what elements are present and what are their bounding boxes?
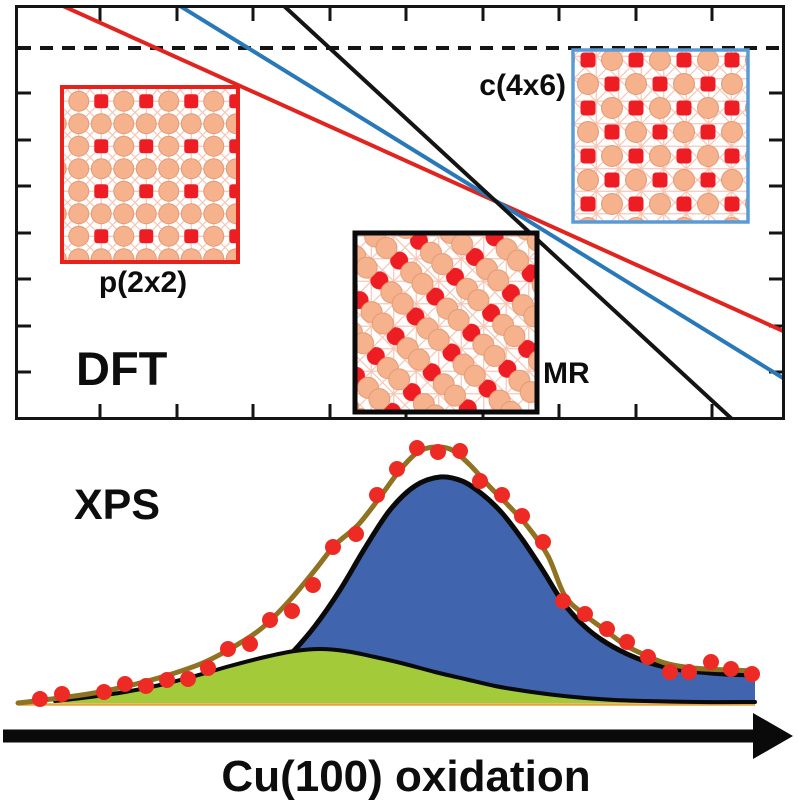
xps-data-point: [744, 666, 760, 682]
xps-blue-peak-fill: [240, 476, 755, 703]
xps-data-point: [159, 672, 175, 688]
oxidation-arrow: [3, 713, 793, 759]
xps-data-point: [138, 678, 154, 694]
dft-panel: p(2x2) MR c(4x6) DFT: [15, 5, 785, 420]
xps-data-point: [348, 526, 364, 542]
xps-data-point: [220, 641, 236, 657]
xps-blue-peak-outline: [237, 474, 758, 697]
xps-data-point: [535, 534, 551, 550]
xps-data-point: [117, 676, 133, 692]
xps-data-point: [369, 487, 385, 503]
xps-data-point: [555, 593, 571, 609]
xps-green-peak-outline: [53, 646, 757, 705]
inset-label-c4x6: c(4x6): [479, 69, 566, 102]
xps-data-point: [54, 686, 70, 702]
xps-panel-label: XPS: [74, 481, 160, 529]
dft-plot-frame: [15, 5, 785, 420]
inset-mr-structure: [352, 230, 540, 415]
xps-data-point: [494, 487, 510, 503]
xps-panel: [15, 440, 760, 707]
dft-stability-lines: [62, 8, 782, 418]
xps-data-point: [200, 660, 216, 676]
xps-data-point: [723, 661, 739, 677]
inset-label-p2x2: p(2x2): [99, 266, 187, 299]
xps-data-point: [619, 634, 635, 650]
xps-data-point: [409, 440, 425, 456]
xps-data-point: [577, 606, 593, 622]
axis-ticks: [18, 8, 782, 417]
xps-data-point: [262, 612, 278, 628]
arrow-caption: Cu(100) oxidation: [221, 752, 590, 800]
arrow-shaft: [3, 729, 754, 743]
xps-data-point: [242, 636, 258, 652]
inset-c4x6-structure: [571, 48, 750, 224]
xps-data-point: [452, 443, 468, 459]
dft-panel-label: DFT: [76, 342, 168, 395]
xps-data-point: [681, 664, 697, 680]
xps-green-peak-fill: [55, 649, 755, 703]
arrow-head: [753, 713, 793, 759]
xps-data-point: [472, 473, 488, 489]
stability-line-missingrowmr: [283, 8, 734, 418]
xps-data-point: [599, 621, 615, 637]
xps-data-point: [514, 508, 530, 524]
xps-data-point: [703, 654, 719, 670]
xps-data-point: [325, 539, 341, 555]
stability-line-p2x2: [62, 8, 782, 333]
xps-data-point: [180, 671, 196, 687]
xps-data-point: [32, 691, 48, 707]
inset-label-mr: MR: [543, 357, 590, 390]
stability-line-c4x6: [179, 8, 782, 380]
xps-data-point: [430, 444, 446, 460]
xps-data-point: [305, 577, 321, 593]
inset-p2x2-structure: [60, 85, 240, 264]
xps-data-point: [662, 664, 678, 680]
xps-data-point: [284, 603, 300, 619]
xps-data-point: [640, 649, 656, 665]
xps-data-point: [389, 461, 405, 477]
xps-data-point: [96, 684, 112, 700]
